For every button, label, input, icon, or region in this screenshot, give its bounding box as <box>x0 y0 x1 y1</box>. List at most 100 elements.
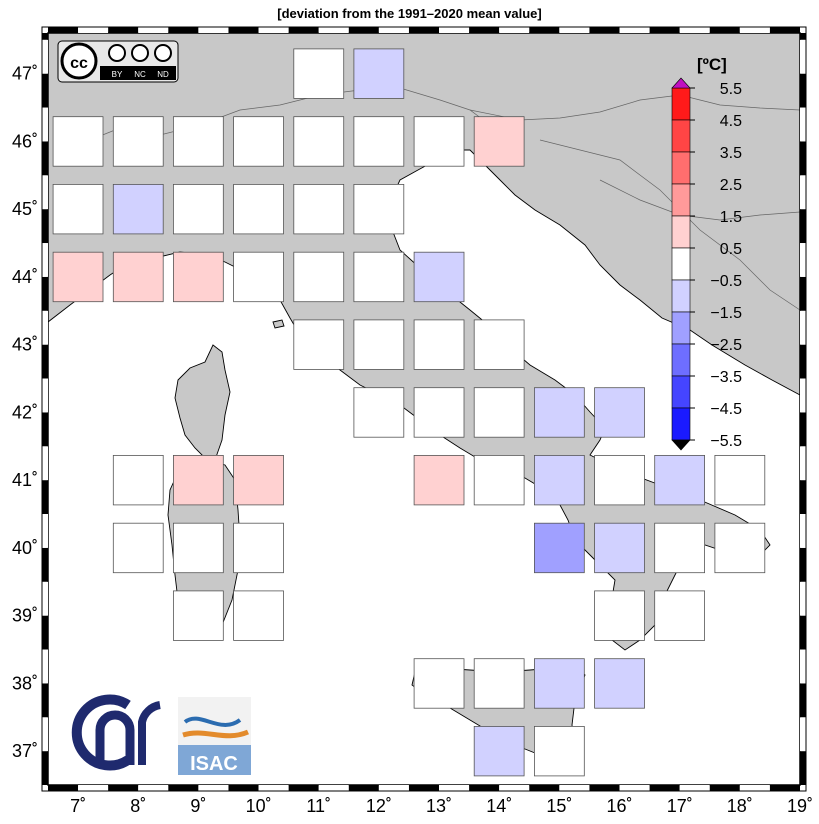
colorbar-bin <box>671 215 691 249</box>
latitude-tick-label: 46˚ <box>12 131 38 151</box>
anomaly-cell-12e-44n <box>353 251 405 303</box>
cc-nc-label: NC <box>134 70 146 79</box>
cc-icon <box>60 42 98 80</box>
anomaly-cell-14e-43n <box>473 319 525 370</box>
anomaly-cell-9e-44n <box>172 251 224 303</box>
colorbar-tick-label: −3.5 <box>710 369 742 386</box>
colorbar-tick-label: 3.5 <box>720 145 742 162</box>
anomaly-cells <box>52 48 766 777</box>
colorbar-bin <box>671 151 691 185</box>
longitude-tick-label: 17˚ <box>667 796 693 816</box>
longitude-tick-label: 10˚ <box>246 796 272 816</box>
isac-logo-band <box>178 745 251 775</box>
cnr-logo <box>60 690 170 775</box>
anomaly-cell-13e-38n <box>413 658 465 709</box>
anomaly-cell-12e-42n <box>353 387 405 438</box>
latitude-tick-label: 40˚ <box>12 538 38 558</box>
elba-land <box>272 319 285 329</box>
anomaly-cell-7e-45n <box>52 183 104 235</box>
anomaly-cell-16e-38n <box>594 658 645 709</box>
anomaly-cell-12e-46n <box>353 116 405 167</box>
latitude-tick-label: 43˚ <box>12 335 38 355</box>
colorbar-bin <box>671 119 691 153</box>
inland-border <box>599 179 800 221</box>
colorbar-under-triangle <box>671 439 691 451</box>
anomaly-cell-17e-39n <box>654 590 706 641</box>
latitude-labels: 37˚ 38˚ 39˚ 40˚ 41˚ 42˚ 43˚ 44˚ 45˚ 46˚ 47˚ <box>12 64 38 761</box>
anomaly-cell-7e-46n <box>52 116 104 167</box>
colorbar-tick-label: 2.5 <box>720 177 742 194</box>
anomaly-cell-10e-39n <box>233 590 284 641</box>
anomaly-cell-10e-40n <box>233 522 284 574</box>
nc-icon <box>131 44 149 62</box>
anomaly-cell-9e-41n <box>172 454 224 506</box>
colorbar-bin <box>671 375 691 409</box>
anomaly-cell-8e-40n <box>112 522 164 574</box>
outer-frame <box>41 26 807 792</box>
anomaly-cell-16e-41n <box>594 454 645 506</box>
longitude-tick-label: 14˚ <box>486 796 512 816</box>
anomaly-cell-16e-39n <box>594 590 645 641</box>
cc-nd-label: ND <box>157 70 169 79</box>
anomaly-cell-15e-42n <box>534 387 585 438</box>
colorbar-bin <box>671 279 691 313</box>
latitude-tick-label: 41˚ <box>12 470 38 490</box>
anomaly-cell-9e-45n <box>172 183 224 235</box>
latitude-tick-label: 47˚ <box>12 64 38 84</box>
frame-border-ticks <box>41 26 807 792</box>
anomaly-cell-9e-40n <box>172 522 224 574</box>
corsica-land <box>174 344 231 461</box>
anomaly-cell-9e-46n <box>172 116 224 167</box>
anomaly-cell-17e-41n <box>654 454 706 506</box>
cnr-logo-mark-right <box>138 701 161 765</box>
map-title: [deviation from the 1991–2020 mean value… <box>277 6 542 21</box>
anomaly-cell-8e-45n <box>112 183 164 235</box>
anomaly-cell-11e-44n <box>293 251 345 303</box>
anomaly-cell-14e-37n <box>473 726 525 777</box>
colorbar: 5.5 4.5 3.5 2.5 1.5 0.5 −0.5 −1.5 −2.5 −3.5 −4.5 −5… <box>671 77 742 451</box>
colorbar-bin <box>671 183 691 217</box>
anomaly-cell-14e-42n <box>473 387 525 438</box>
anomaly-cell-11e-47n <box>293 48 345 99</box>
colorbar-tick-label: 1.5 <box>720 209 742 226</box>
anomaly-cell-12e-43n <box>353 319 405 370</box>
cnr-logo-mark <box>71 694 131 771</box>
anomaly-cell-14e-41n <box>473 454 525 506</box>
longitude-labels: 7˚ 8˚ 9˚ 10˚ 11˚ 12˚ 13˚ 14˚ 15˚ 16˚ 17˚ 18˚ 19˚ <box>70 796 813 816</box>
colorbar-tick-label: −4.5 <box>710 401 742 418</box>
latitude-tick-label: 37˚ <box>12 741 38 761</box>
by-icon <box>108 44 126 62</box>
anomaly-cell-16e-40n <box>594 522 645 574</box>
longitude-tick-label: 8˚ <box>130 796 146 816</box>
latitude-tick-label: 39˚ <box>12 606 38 626</box>
anomaly-cell-13e-44n <box>413 251 465 303</box>
cnr-logo-mark-inner <box>95 710 135 765</box>
anomaly-cell-13e-41n <box>413 454 465 506</box>
colorbar-tick-label: 5.5 <box>720 81 742 98</box>
colorbar-tick-label: −5.5 <box>710 433 742 450</box>
colorbar-tick-label: 4.5 <box>720 113 742 130</box>
cc-badge-label-strip <box>100 66 176 80</box>
anomaly-cell-13e-46n <box>413 116 465 167</box>
longitude-tick-label: 11˚ <box>306 796 331 816</box>
isac-logo: ISAC <box>178 697 251 775</box>
anomaly-cell-10e-41n <box>233 454 284 506</box>
anomaly-cell-10e-45n <box>233 183 284 235</box>
anomaly-cell-10e-44n <box>233 251 284 303</box>
anomaly-cell-15e-37n <box>534 726 585 777</box>
cc-by-label: BY <box>112 70 123 79</box>
longitude-tick-label: 18˚ <box>727 796 753 816</box>
longitude-tick-label: 7˚ <box>70 796 86 816</box>
longitude-tick-label: 12˚ <box>366 796 392 816</box>
isac-logo-text: ISAC <box>190 753 238 775</box>
anomaly-cell-15e-40n <box>534 522 585 574</box>
anomaly-cell-13e-42n <box>413 387 465 438</box>
anomaly-cell-11e-43n <box>293 319 345 370</box>
colorbar-bin <box>671 247 691 281</box>
latitude-tick-label: 44˚ <box>12 267 38 287</box>
longitude-tick-label: 15˚ <box>546 796 572 816</box>
anomaly-cell-12e-47n <box>353 48 405 99</box>
anomaly-cell-11e-46n <box>293 116 345 167</box>
